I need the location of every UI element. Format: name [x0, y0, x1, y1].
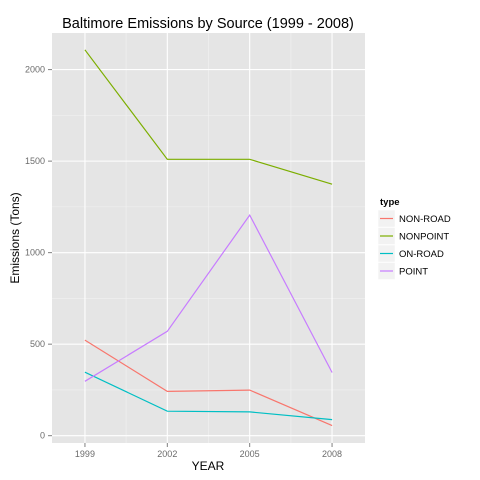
x-tick-label: 1999 — [75, 449, 95, 459]
legend-label: ON-ROAD — [399, 249, 444, 260]
legend: type NON-ROAD NONPOINT ON-ROAD POINT — [378, 197, 451, 280]
y-tick-label: 1500 — [25, 156, 45, 166]
legend-label: NONPOINT — [399, 232, 449, 243]
x-tick-label: 2005 — [240, 449, 260, 459]
y-tick-label: 1000 — [25, 248, 45, 258]
chart-title: Baltimore Emissions by Source (1999 - 20… — [62, 16, 354, 32]
x-axis-title: YEAR — [192, 459, 225, 473]
x-tick-label: 2008 — [322, 449, 342, 459]
legend-item-point: POINT — [378, 263, 428, 280]
legend-label: POINT — [399, 267, 428, 278]
legend-label: NON-ROAD — [399, 214, 451, 225]
legend-item-non-road: NON-ROAD — [378, 210, 451, 227]
legend-title: type — [380, 197, 400, 208]
y-axis-title: Emissions (Tons) — [8, 192, 22, 283]
x-axis-ticks: 1999 2002 2005 2008 — [75, 443, 342, 459]
legend-item-on-road: ON-ROAD — [378, 245, 444, 262]
legend-item-nonpoint: NONPOINT — [378, 228, 449, 245]
y-tick-label: 500 — [30, 339, 45, 349]
x-tick-label: 2002 — [157, 449, 177, 459]
legend-items: NON-ROAD NONPOINT ON-ROAD POINT — [378, 210, 451, 280]
y-axis-ticks: 0 500 1000 1500 2000 — [25, 65, 52, 441]
y-tick-label: 0 — [40, 431, 45, 441]
y-tick-label: 2000 — [25, 65, 45, 75]
